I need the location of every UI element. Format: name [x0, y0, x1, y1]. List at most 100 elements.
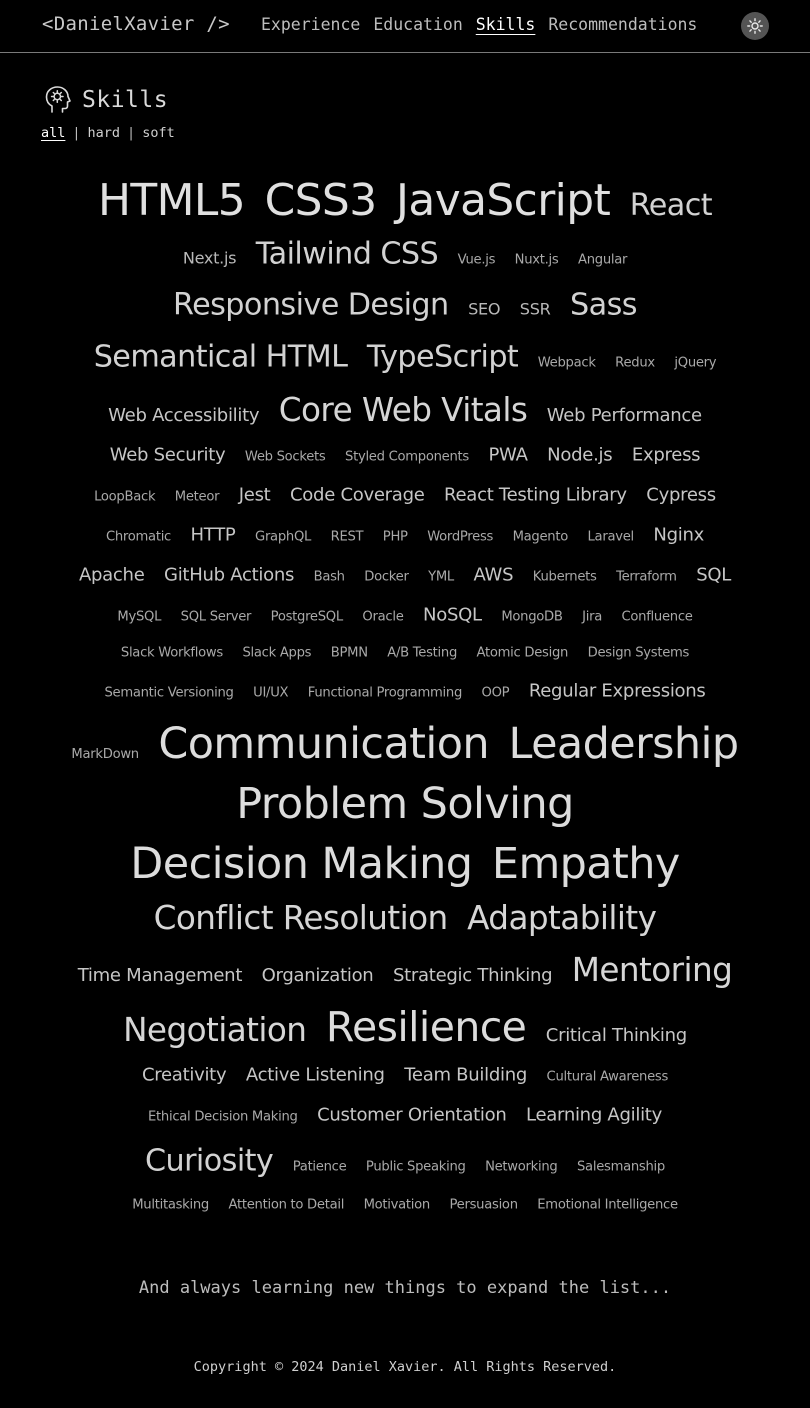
skill-tag[interactable]: Tailwind CSS — [255, 236, 439, 272]
skill-tag[interactable]: Jest — [238, 485, 271, 506]
filter-soft[interactable]: soft — [142, 125, 175, 141]
skill-tag[interactable]: YML — [428, 568, 454, 585]
skill-tag[interactable]: Conflict Resolution — [153, 899, 449, 938]
skill-tag[interactable]: Styled Components — [345, 448, 469, 465]
skill-tag[interactable]: MarkDown — [71, 746, 139, 762]
skill-tag[interactable]: JavaScript — [396, 174, 611, 226]
skill-tag[interactable]: PHP — [382, 528, 408, 545]
nav-link-experience[interactable]: Experience — [261, 15, 361, 34]
skill-tag[interactable]: Learning Agility — [525, 1105, 662, 1126]
skill-tag[interactable]: Curiosity — [144, 1143, 274, 1179]
nav-link-skills[interactable]: Skills — [475, 15, 536, 34]
skill-tag[interactable]: MySQL — [117, 608, 162, 625]
skill-tag[interactable]: Creativity — [141, 1065, 227, 1086]
skill-tag[interactable]: Kubernets — [532, 568, 597, 585]
skill-tag[interactable]: OOP — [481, 684, 510, 701]
skill-tag[interactable]: Web Performance — [546, 405, 702, 427]
skill-tag[interactable]: Mentoring — [571, 951, 733, 990]
skill-tag[interactable]: Salesmanship — [576, 1158, 665, 1175]
skill-tag[interactable]: Webpack — [537, 354, 596, 371]
skill-tag[interactable]: Next.js — [182, 248, 237, 268]
skill-tag[interactable]: Magento — [512, 528, 569, 545]
skill-tag[interactable]: UI/UX — [253, 684, 289, 701]
skill-tag[interactable]: Semantical HTML — [93, 339, 348, 375]
skill-tag[interactable]: PostgreSQL — [270, 608, 344, 625]
skill-tag[interactable]: Emotional Intelligence — [537, 1197, 678, 1213]
skill-tag[interactable]: Confluence — [621, 608, 693, 625]
skill-tag[interactable]: Multitasking — [132, 1197, 209, 1213]
skill-tag[interactable]: SSR — [519, 299, 551, 319]
skill-tag[interactable]: React Testing Library — [444, 485, 627, 506]
skill-tag[interactable]: Laravel — [587, 528, 635, 545]
skill-tag[interactable]: Team Building — [404, 1065, 528, 1086]
skill-tag[interactable]: LoopBack — [94, 488, 156, 505]
skill-tag[interactable]: Public Speaking — [365, 1158, 466, 1175]
skill-tag[interactable]: GitHub Actions — [164, 565, 295, 586]
skill-tag[interactable]: Motivation — [363, 1197, 431, 1213]
skill-tag[interactable]: Express — [631, 445, 701, 466]
skill-tag[interactable]: Time Management — [77, 965, 243, 987]
skill-tag[interactable]: React — [629, 187, 713, 223]
skill-tag[interactable]: Terraform — [616, 568, 677, 585]
skill-tag[interactable]: Functional Programming — [307, 684, 463, 701]
theme-toggle-button[interactable] — [741, 12, 769, 40]
skill-tag[interactable]: Web Accessibility — [108, 405, 260, 427]
skill-tag[interactable]: Core Web Vitals — [278, 391, 528, 430]
skill-tag[interactable]: Regular Expressions — [528, 681, 706, 702]
skill-tag[interactable]: CSS3 — [264, 174, 378, 226]
skill-tag[interactable]: Communication — [158, 719, 490, 769]
skill-tag[interactable]: Web Security — [109, 445, 226, 466]
skill-tag[interactable]: Semantic Versioning — [104, 684, 234, 701]
skill-tag[interactable]: Cypress — [646, 485, 716, 506]
skill-tag[interactable]: Critical Thinking — [545, 1025, 687, 1046]
skill-tag[interactable]: Adaptability — [467, 899, 657, 938]
skill-tag[interactable]: Vue.js — [457, 251, 496, 268]
skill-tag[interactable]: Bash — [313, 568, 345, 585]
skill-tag[interactable]: Design Systems — [587, 645, 690, 661]
skill-tag[interactable]: SQL — [696, 565, 732, 586]
skill-tag[interactable]: A/B Testing — [387, 645, 458, 661]
skill-tag[interactable]: Customer Orientation — [317, 1105, 507, 1126]
skill-tag[interactable]: AWS — [473, 565, 514, 586]
skill-tag[interactable]: Problem Solving — [236, 779, 574, 829]
skill-tag[interactable]: Attention to Detail — [228, 1197, 345, 1213]
skill-tag[interactable]: Cultural Awareness — [546, 1068, 669, 1085]
skill-tag[interactable]: Slack Apps — [242, 645, 312, 661]
skill-tag[interactable]: SQL Server — [180, 608, 252, 625]
skill-tag[interactable]: Negotiation — [123, 1010, 307, 1049]
skill-tag[interactable]: REST — [330, 528, 364, 545]
filter-hard[interactable]: hard — [87, 125, 121, 141]
skill-tag[interactable]: Oracle — [362, 608, 404, 625]
skill-tag[interactable]: TypeScript — [366, 339, 519, 375]
skill-tag[interactable]: Docker — [364, 568, 409, 585]
skill-tag[interactable]: Meteor — [174, 488, 220, 505]
skill-tag[interactable]: Active Listening — [245, 1065, 385, 1086]
skill-tag[interactable]: MongoDB — [501, 608, 563, 625]
skill-tag[interactable]: Nuxt.js — [514, 251, 559, 268]
skill-tag[interactable]: SEO — [468, 299, 501, 319]
skill-tag[interactable]: Strategic Thinking — [392, 965, 553, 987]
skill-tag[interactable]: GraphQL — [255, 528, 312, 545]
skill-tag[interactable]: HTML5 — [97, 174, 246, 226]
filter-all[interactable]: all — [41, 125, 66, 141]
skill-tag[interactable]: Chromatic — [105, 528, 172, 545]
skill-tag[interactable]: HTTP — [190, 525, 236, 546]
skill-tag[interactable]: Angular — [577, 251, 628, 268]
nav-link-education[interactable]: Education — [373, 15, 463, 34]
skill-tag[interactable]: jQuery — [674, 354, 717, 371]
skill-tag[interactable]: Jira — [582, 608, 602, 625]
skill-tag[interactable]: Patience — [292, 1158, 347, 1175]
skill-tag[interactable]: NoSQL — [423, 605, 482, 626]
skill-tag[interactable]: Leadership — [508, 719, 740, 769]
nav-link-recommendations[interactable]: Recommendations — [548, 15, 698, 34]
skill-tag[interactable]: Nginx — [653, 525, 705, 546]
skill-tag[interactable]: Redux — [615, 354, 655, 371]
skill-tag[interactable]: Responsive Design — [173, 287, 449, 323]
skill-tag[interactable]: Ethical Decision Making — [148, 1108, 298, 1125]
skill-tag[interactable]: Resilience — [325, 1003, 527, 1051]
skill-tag[interactable]: WordPress — [427, 528, 494, 545]
site-logo[interactable]: <DanielXavier /> — [42, 13, 230, 35]
skill-tag[interactable]: Node.js — [547, 445, 613, 466]
skill-tag[interactable]: PWA — [488, 445, 528, 466]
skill-tag[interactable]: Organization — [261, 965, 374, 987]
